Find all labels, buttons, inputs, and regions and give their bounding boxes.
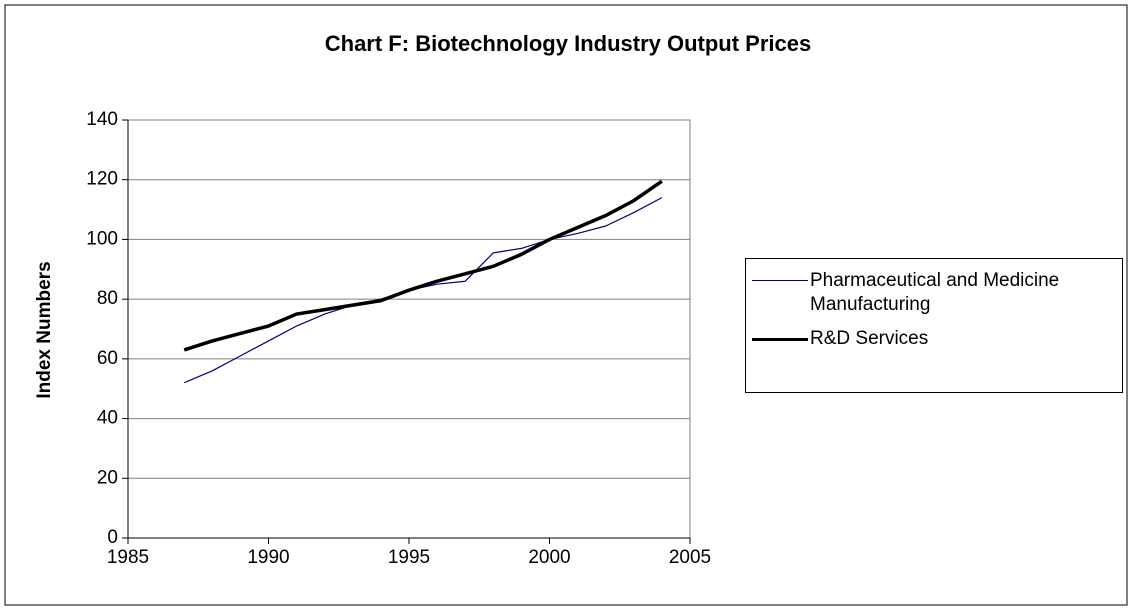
x-tick-label: 2000 <box>528 547 570 568</box>
y-tick-label: 100 <box>86 228 118 249</box>
legend-item: Pharmaceutical and Medicine Manufacturin… <box>746 269 1122 317</box>
x-tick-label: 1995 <box>388 547 430 568</box>
y-tick-label: 60 <box>97 348 118 369</box>
y-tick-label: 40 <box>97 408 118 429</box>
x-tick-label: 1990 <box>247 547 289 568</box>
legend-swatch <box>752 280 808 281</box>
y-tick-label: 0 <box>107 527 118 548</box>
y-axis-label: Index Numbers <box>34 261 55 398</box>
legend: Pharmaceutical and Medicine Manufacturin… <box>745 258 1123 393</box>
chart-title: Chart F: Biotechnology Industry Output P… <box>325 31 811 56</box>
legend-label: R&D Services <box>810 328 929 349</box>
x-tick-label: 1985 <box>107 547 149 568</box>
legend-swatch <box>752 338 808 341</box>
y-tick-label: 20 <box>97 467 118 488</box>
series-line <box>183 179 663 352</box>
y-tick-label: 120 <box>86 169 118 190</box>
legend-label: Pharmaceutical and Medicine Manufacturin… <box>810 270 1060 315</box>
y-tick-label: 80 <box>97 288 118 309</box>
legend-item: R&D Services <box>746 327 1122 351</box>
x-tick-label: 2005 <box>669 547 711 568</box>
y-tick-label: 140 <box>86 109 118 130</box>
chart-border <box>4 4 1128 606</box>
